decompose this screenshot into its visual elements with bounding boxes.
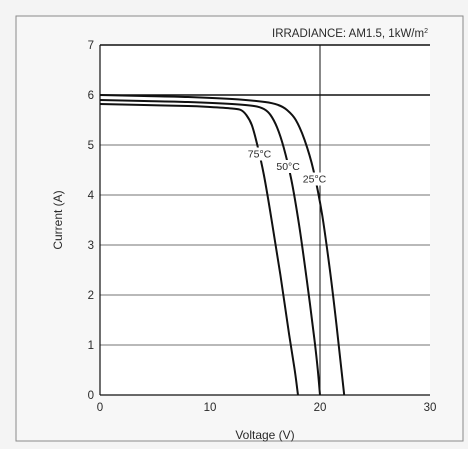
series-line-75C [99,103,299,396]
y-tick-label-1: 1 [88,340,94,352]
y-tick-label-6: 6 [88,90,94,102]
series-label-bg-25C [299,172,330,186]
irradiance-annotation: IRRADIANCE: AM1.5, 1kW/m2 [272,28,428,40]
y-tick-label-2: 2 [88,290,94,302]
series-line-50C [99,99,321,396]
y-tick-label-3: 3 [88,240,94,252]
x-tick-label-10: 10 [204,402,217,414]
x-tick-label-30: 30 [424,402,437,414]
plot-area [100,45,430,395]
y-axis-title: Current (A) [51,190,65,249]
y-tick-label-4: 4 [88,190,95,202]
series-line-25C [99,94,346,396]
x-axis-title: Voltage (V) [235,428,294,442]
series-label-50C: 50°C [276,161,300,173]
series-label-bg-50C [273,160,304,173]
y-tick-label-7: 7 [88,40,94,52]
y-tick-label-0: 0 [88,390,94,402]
reference-lines [100,44,430,395]
series-labels: 75°C 50°C25°C [244,147,330,186]
y-tick-label-5: 5 [88,140,94,152]
x-tick-label-20: 20 [314,402,327,414]
series-label-bg-75C [244,147,275,161]
axes [99,45,430,396]
series-label-75C: 75°C [248,149,272,161]
x-tick-label-0: 0 [97,402,103,414]
tick-labels: 0 1 2 3 4 5 6 7 0 10 20 30 [88,40,437,414]
series-lines [99,94,346,396]
series-label-25C: 25°C [303,174,327,186]
